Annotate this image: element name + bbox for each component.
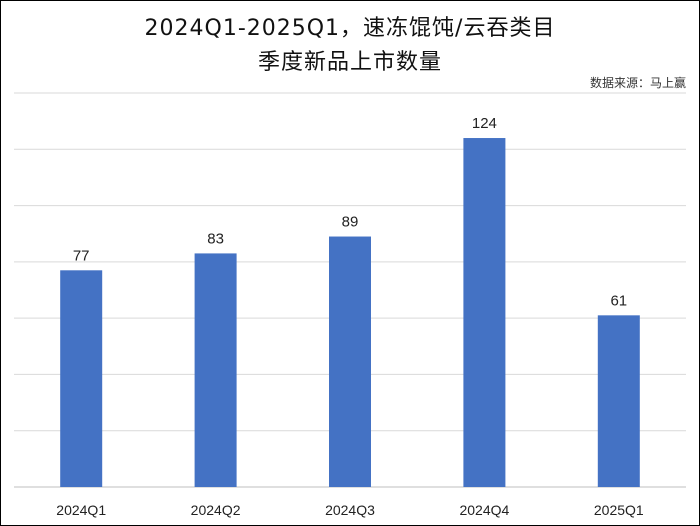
data-label-2025q1: 61 (610, 292, 627, 309)
bars (60, 138, 640, 487)
bar-2025q1 (597, 315, 640, 487)
data-label-2024q1: 77 (73, 247, 90, 264)
x-tick-label-2024q4: 2024Q4 (459, 502, 509, 518)
x-tick-label-2024q3: 2024Q3 (325, 502, 375, 518)
data-labels: 77 83 89 124 61 (73, 115, 627, 309)
data-label-2024q3: 89 (342, 214, 359, 231)
data-source-note: 数据来源：马上赢 (589, 76, 686, 90)
data-label-2024q2: 83 (207, 230, 224, 247)
bar-2024q3 (329, 236, 371, 487)
x-tick-label-2024q2: 2024Q2 (191, 502, 241, 518)
bar-2024q1 (60, 270, 103, 487)
bar-2024q2 (194, 253, 237, 487)
x-tick-label-2024q1: 2024Q1 (56, 502, 106, 518)
data-label-2024q4: 124 (472, 115, 497, 132)
chart-title-line2: 季度新品上市数量 (257, 50, 442, 75)
chart-title-line1: 2024Q1-2025Q1，速冻馄饨/云吞类目 (144, 16, 556, 41)
bar-2024q4 (463, 138, 506, 487)
x-tick-label-2025q1: 2025Q1 (594, 502, 644, 518)
x-axis-ticks: 2024Q1 2024Q2 2024Q3 2024Q4 2025Q1 (56, 502, 644, 518)
